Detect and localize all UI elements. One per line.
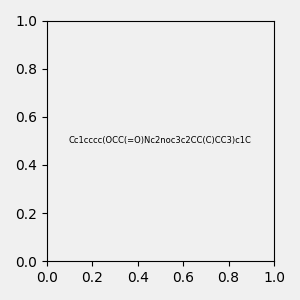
Text: Cc1cccc(OCC(=O)Nc2noc3c2CC(C)CC3)c1C: Cc1cccc(OCC(=O)Nc2noc3c2CC(C)CC3)c1C bbox=[69, 136, 252, 146]
